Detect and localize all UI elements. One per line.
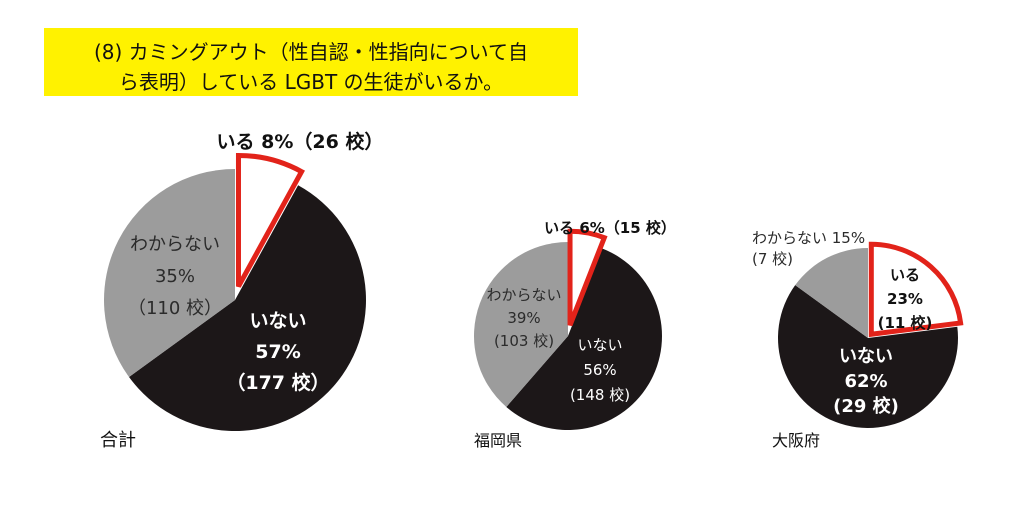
label-unknown: 35%	[155, 266, 195, 287]
label-no: 62%	[844, 371, 887, 392]
slice-unknown	[795, 248, 868, 338]
label-no: いない	[577, 336, 622, 354]
label-no: 57%	[255, 341, 300, 363]
title-line-1: (8) カミングアウト（性自認・性指向について自	[93, 40, 529, 64]
slice-unknown	[104, 169, 235, 377]
label-yes: 23%	[887, 290, 923, 308]
label-no: いない	[249, 310, 306, 332]
slice-yes	[868, 241, 964, 338]
label-no: 56%	[583, 361, 616, 379]
slice-yes	[235, 152, 305, 288]
chart-caption: 福岡県	[474, 431, 522, 450]
pie-chart-2	[474, 228, 662, 430]
chart-caption: 合計	[100, 430, 136, 451]
label-no: (29 校)	[833, 395, 899, 417]
label-unknown: （110 校）	[128, 298, 222, 319]
slice-no	[778, 285, 958, 429]
slice-no	[129, 185, 366, 431]
label-yes: いる 8%（26 校）	[217, 130, 384, 153]
label-yes: いる 6%（15 校）	[544, 219, 676, 237]
label-unknown: わからない	[130, 234, 220, 255]
title-line-2: ら表明）している LGBT の生徒がいるか。	[118, 70, 504, 94]
label-yes: いる	[890, 266, 920, 284]
label-unknown: (7 校)	[752, 250, 793, 268]
label-unknown: わからない	[486, 286, 561, 304]
label-unknown: わからない 15%	[752, 229, 865, 247]
pie-chart-1	[104, 152, 366, 431]
slice-yes	[567, 228, 608, 327]
label-no: いない	[839, 346, 893, 367]
slice-unknown	[474, 241, 568, 407]
label-unknown: (103 校)	[494, 332, 554, 350]
label-no: （177 校）	[226, 371, 329, 394]
label-yes: (11 校)	[878, 314, 933, 332]
pie-chart-3	[778, 241, 964, 429]
slice-no	[506, 248, 662, 430]
label-no: (148 校)	[570, 386, 630, 404]
title-banner: (8) カミングアウト（性自認・性指向について自 ら表明）している LGBT の…	[44, 28, 578, 96]
label-unknown: 39%	[507, 309, 540, 327]
chart-caption: 大阪府	[772, 431, 820, 450]
